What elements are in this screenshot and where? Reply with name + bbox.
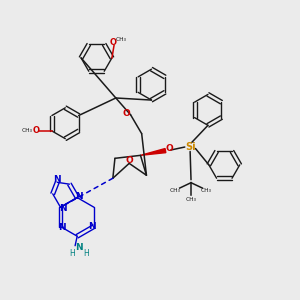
Text: Si: Si <box>185 142 195 152</box>
Text: CH₃: CH₃ <box>170 188 181 193</box>
Text: H: H <box>69 249 75 258</box>
Text: N: N <box>75 243 83 252</box>
Text: O: O <box>126 156 134 165</box>
Text: CH₃: CH₃ <box>116 37 127 42</box>
Text: O: O <box>123 109 131 118</box>
Polygon shape <box>140 148 166 155</box>
Text: O: O <box>110 38 117 47</box>
Text: N: N <box>53 176 61 184</box>
Text: O: O <box>165 144 173 153</box>
Text: N: N <box>75 192 82 201</box>
Text: N: N <box>88 222 95 231</box>
Text: CH₃: CH₃ <box>21 128 32 133</box>
Text: O: O <box>33 127 40 136</box>
Text: N: N <box>58 223 66 232</box>
Text: CH₃: CH₃ <box>201 188 212 193</box>
Text: N: N <box>60 205 67 214</box>
Text: CH₃: CH₃ <box>185 197 197 202</box>
Text: H: H <box>83 249 89 258</box>
